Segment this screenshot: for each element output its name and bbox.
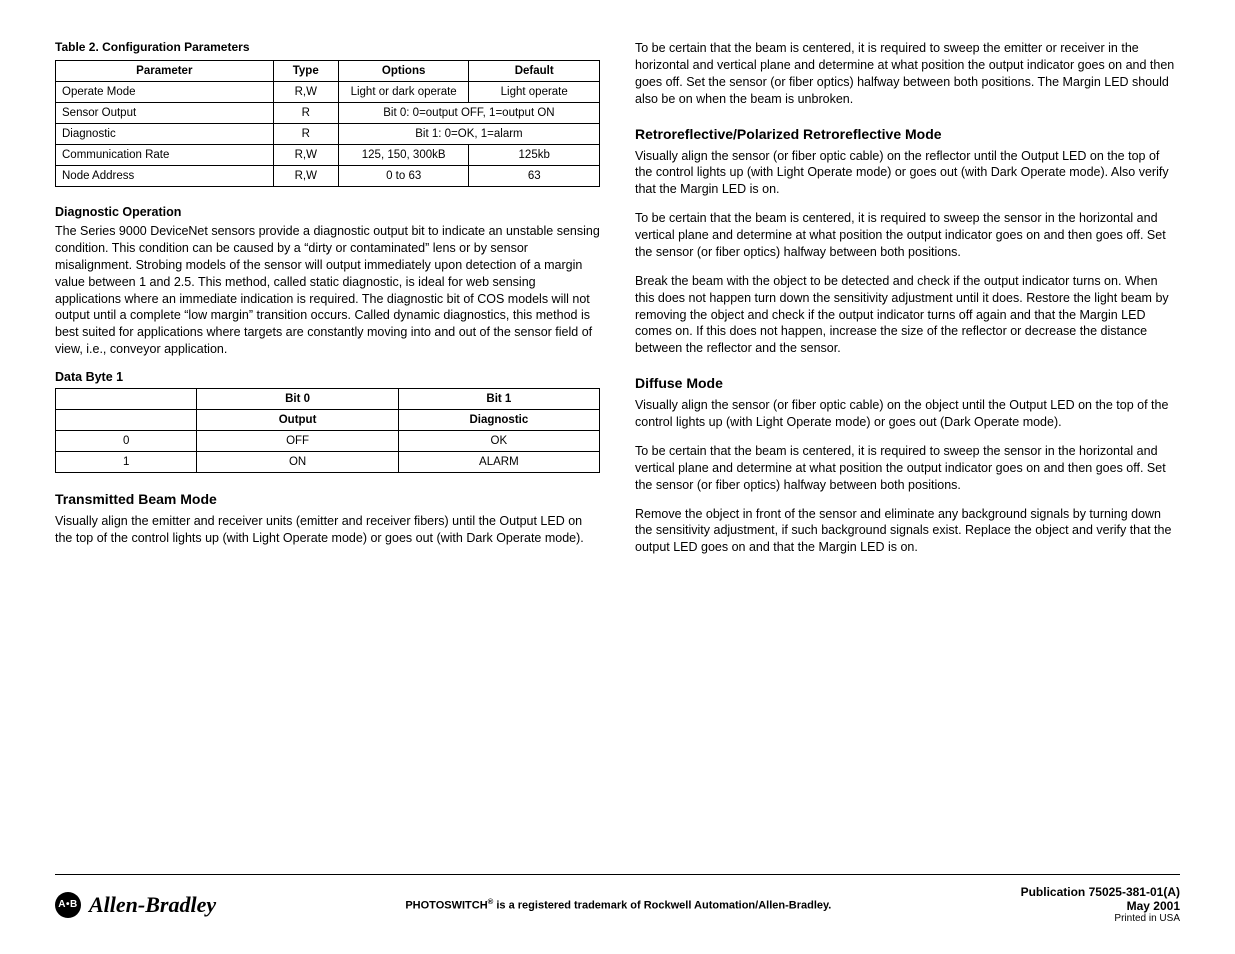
table2-config-params: ParameterTypeOptionsDefaultOperate ModeR…: [55, 60, 600, 187]
diffuse-p3: Remove the object in front of the sensor…: [635, 506, 1180, 557]
table-header: Bit 0: [197, 389, 398, 410]
options-cell: 0 to 63: [338, 166, 469, 187]
two-column-layout: Table 2. Configuration Parameters Parame…: [55, 40, 1180, 568]
transmitted-beam-heading: Transmitted Beam Mode: [55, 491, 600, 507]
right-column: To be certain that the beam is centered,…: [635, 40, 1180, 568]
right-intro-paragraph: To be certain that the beam is centered,…: [635, 40, 1180, 108]
footer-publication: Publication 75025-381-01(A) May 2001 Pri…: [1021, 885, 1180, 924]
table-row: 0OFFOK: [56, 431, 600, 452]
left-column: Table 2. Configuration Parameters Parame…: [55, 40, 600, 568]
trademark-rest: is a registered trademark of Rockwell Au…: [493, 900, 831, 912]
retro-p2: To be certain that the beam is centered,…: [635, 210, 1180, 261]
param-cell: Communication Rate: [56, 145, 274, 166]
options-cell: Light or dark operate: [338, 82, 469, 103]
table-cell: Output: [197, 410, 398, 431]
logo: A•B Allen-Bradley: [55, 892, 216, 918]
table-row: Communication RateR,W125, 150, 300kB125k…: [56, 145, 600, 166]
retro-p3: Break the beam with the object to be det…: [635, 273, 1180, 357]
options-cell: Bit 1: 0=OK, 1=alarm: [338, 124, 599, 145]
table-cell: ON: [197, 452, 398, 473]
photoswitch-word: PHOTOSWITCH: [405, 900, 487, 912]
param-cell: Operate Mode: [56, 82, 274, 103]
databyte-heading: Data Byte 1: [55, 370, 600, 384]
table-header: Options: [338, 61, 469, 82]
printed-in: Printed in USA: [1021, 913, 1180, 924]
diffuse-heading: Diffuse Mode: [635, 375, 1180, 391]
diffuse-p1: Visually align the sensor (or fiber opti…: [635, 397, 1180, 431]
diffuse-p2: To be certain that the beam is centered,…: [635, 443, 1180, 494]
table-header: Parameter: [56, 61, 274, 82]
param-cell: Sensor Output: [56, 103, 274, 124]
table2-caption: Table 2. Configuration Parameters: [55, 40, 600, 54]
table-header: Default: [469, 61, 600, 82]
table-header: Type: [273, 61, 338, 82]
diagnostic-paragraph: The Series 9000 DeviceNet sensors provid…: [55, 223, 600, 358]
retro-p1: Visually align the sensor (or fiber opti…: [635, 148, 1180, 199]
table-row: Node AddressR,W0 to 6363: [56, 166, 600, 187]
databyte-table: Bit 0Bit 1OutputDiagnostic0OFFOK1ONALARM: [55, 388, 600, 473]
retro-heading: Retroreflective/Polarized Retroreflectiv…: [635, 126, 1180, 142]
table-row: Operate ModeR,WLight or dark operateLigh…: [56, 82, 600, 103]
table-row: 1ONALARM: [56, 452, 600, 473]
table-cell: OFF: [197, 431, 398, 452]
param-cell: Diagnostic: [56, 124, 274, 145]
table-cell: [56, 410, 197, 431]
default-cell: 125kb: [469, 145, 600, 166]
transmitted-beam-paragraph: Visually align the emitter and receiver …: [55, 513, 600, 547]
table-cell: OK: [398, 431, 599, 452]
publication-date: May 2001: [1021, 899, 1180, 913]
type-cell: R,W: [273, 82, 338, 103]
type-cell: R,W: [273, 166, 338, 187]
type-cell: R: [273, 103, 338, 124]
table-header: Bit 1: [398, 389, 599, 410]
table-cell: 1: [56, 452, 197, 473]
diagnostic-heading: Diagnostic Operation: [55, 205, 600, 219]
publication-number: Publication 75025-381-01(A): [1021, 885, 1180, 899]
table-row: Sensor OutputRBit 0: 0=output OFF, 1=out…: [56, 103, 600, 124]
footer-trademark: PHOTOSWITCH® is a registered trademark o…: [216, 897, 1020, 912]
table-cell: Diagnostic: [398, 410, 599, 431]
table-cell: ALARM: [398, 452, 599, 473]
options-cell: 125, 150, 300kB: [338, 145, 469, 166]
type-cell: R: [273, 124, 338, 145]
options-cell: Bit 0: 0=output OFF, 1=output ON: [338, 103, 599, 124]
table-cell: 0: [56, 431, 197, 452]
default-cell: Light operate: [469, 82, 600, 103]
table-row: DiagnosticRBit 1: 0=OK, 1=alarm: [56, 124, 600, 145]
param-cell: Node Address: [56, 166, 274, 187]
table-row: OutputDiagnostic: [56, 410, 600, 431]
table-header: [56, 389, 197, 410]
type-cell: R,W: [273, 145, 338, 166]
logo-text: Allen-Bradley: [89, 892, 216, 918]
logo-badge-icon: A•B: [55, 892, 81, 918]
page-footer: A•B Allen-Bradley PHOTOSWITCH® is a regi…: [55, 874, 1180, 924]
default-cell: 63: [469, 166, 600, 187]
